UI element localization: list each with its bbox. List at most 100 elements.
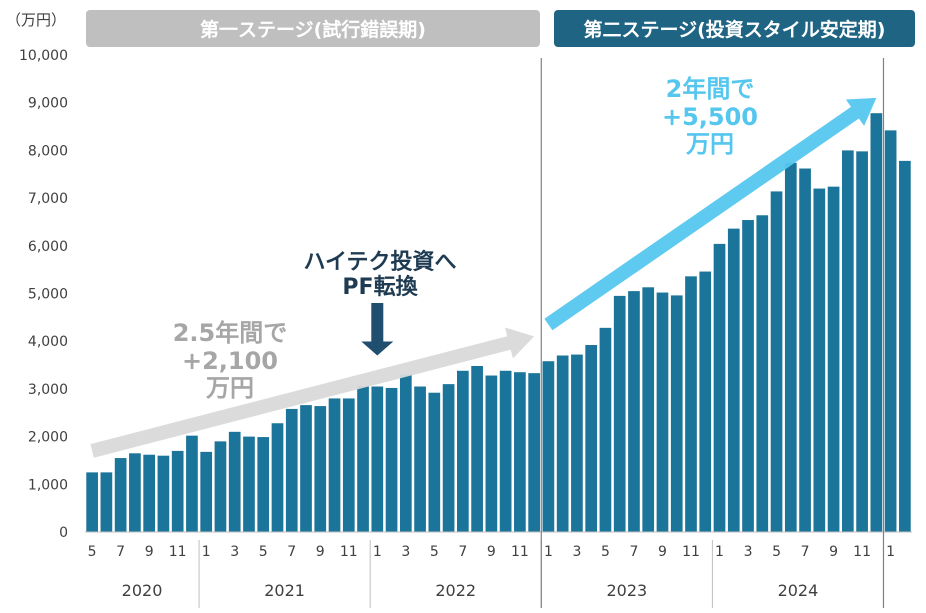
bar	[257, 437, 270, 532]
x-tick-label: 11	[169, 544, 187, 560]
bar	[699, 271, 712, 532]
bar	[271, 423, 284, 532]
bar	[841, 150, 854, 532]
bar	[556, 355, 569, 532]
bar	[385, 387, 398, 532]
x-tick-label: 3	[572, 544, 581, 560]
x-tick-label: 5	[259, 544, 268, 560]
x-tick-label: 5	[772, 544, 781, 560]
bar	[770, 191, 783, 532]
pointer-arrow	[361, 303, 394, 356]
bar	[285, 408, 298, 532]
annotation-line: 万円	[206, 374, 254, 403]
bar	[899, 160, 911, 533]
year-label: 2022	[435, 581, 476, 600]
y-tick-label: 6,000	[28, 239, 68, 255]
x-tick-label: 5	[88, 544, 97, 560]
bar	[457, 370, 469, 532]
x-tick-label: 11	[511, 544, 529, 560]
bar	[613, 295, 626, 532]
x-tick-label: 7	[629, 544, 638, 560]
x-tick-label: 1	[373, 544, 382, 560]
x-tick-label: 11	[340, 544, 358, 560]
stage-2-trend-arrow	[544, 97, 877, 331]
bar	[742, 220, 754, 533]
bar	[514, 372, 526, 532]
y-axis-unit-label: （万円）	[6, 11, 67, 29]
bar	[171, 450, 184, 532]
y-tick-label: 2,000	[28, 430, 68, 446]
x-tick-label: 1	[202, 544, 211, 560]
bar	[371, 386, 384, 532]
x-tick-label: 7	[116, 544, 125, 560]
x-tick-label: 1	[886, 544, 895, 560]
x-tick-label: 7	[287, 544, 296, 560]
annotation-line: +2,100	[181, 346, 279, 375]
bar	[642, 287, 655, 532]
bar	[414, 386, 426, 532]
stage-1-trend-arrow	[90, 327, 535, 458]
bar	[342, 398, 355, 532]
y-tick-label: 4,000	[28, 334, 68, 350]
bar	[799, 168, 811, 532]
y-tick-label: 7,000	[28, 191, 68, 207]
bar	[542, 361, 555, 532]
x-tick-label: 1	[715, 544, 724, 560]
stage-1-gain-annotation: 2.5年間で +2,100 万円	[140, 319, 320, 403]
bar	[100, 472, 113, 532]
bar	[214, 441, 227, 532]
bar	[656, 292, 669, 532]
year-label: 2021	[264, 581, 305, 600]
year-label: 2024	[778, 581, 819, 600]
annotation-line: 2.5年間で	[172, 319, 288, 347]
annotation-line: +5,500	[661, 102, 759, 131]
bar	[114, 458, 127, 532]
year-label: 2023	[606, 581, 647, 600]
annotation-line: 万円	[686, 130, 734, 159]
bar	[670, 295, 683, 532]
annotation-line: PF転換	[342, 275, 418, 301]
bar	[328, 398, 341, 532]
bar	[357, 386, 369, 532]
annotation-line: ハイテク投資へ	[303, 250, 457, 275]
x-tick-label: 3	[401, 544, 410, 560]
bar	[129, 453, 141, 532]
bar	[685, 276, 697, 532]
bar	[314, 406, 327, 532]
x-tick-label: 9	[487, 544, 496, 560]
y-tick-label: 0	[59, 525, 68, 541]
x-tick-label: 5	[430, 544, 439, 560]
y-tick-label: 3,000	[28, 382, 68, 398]
bar	[442, 384, 455, 532]
bar	[157, 455, 170, 532]
bar	[756, 215, 769, 532]
x-tick-label: 9	[145, 544, 154, 560]
bar	[243, 436, 255, 532]
bar	[428, 392, 441, 532]
bar	[571, 354, 583, 532]
bar	[186, 435, 198, 532]
bar	[499, 370, 512, 532]
x-tick-label: 9	[829, 544, 838, 560]
bar	[485, 375, 498, 532]
stage-2-gain-annotation: 2年間で +5,500 万円	[620, 75, 800, 159]
x-tick-label: 9	[316, 544, 325, 560]
bar	[471, 366, 483, 532]
bar	[884, 130, 897, 532]
portfolio-shift-annotation: ハイテク投資へ PF転換	[270, 250, 490, 301]
bar	[143, 454, 156, 532]
x-tick-label: 3	[230, 544, 239, 560]
bar	[599, 327, 612, 532]
stage-1-header: 第一ステージ(試行錯誤期)	[86, 10, 540, 47]
y-tick-label: 9,000	[28, 96, 68, 112]
bar	[300, 405, 312, 532]
bar	[813, 188, 826, 532]
bar	[200, 451, 213, 532]
bar	[827, 186, 840, 533]
bar	[727, 228, 740, 533]
annotation-line: 2年間で	[665, 75, 755, 103]
bar	[713, 243, 726, 532]
bar	[870, 113, 883, 532]
x-tick-label: 7	[801, 544, 810, 560]
